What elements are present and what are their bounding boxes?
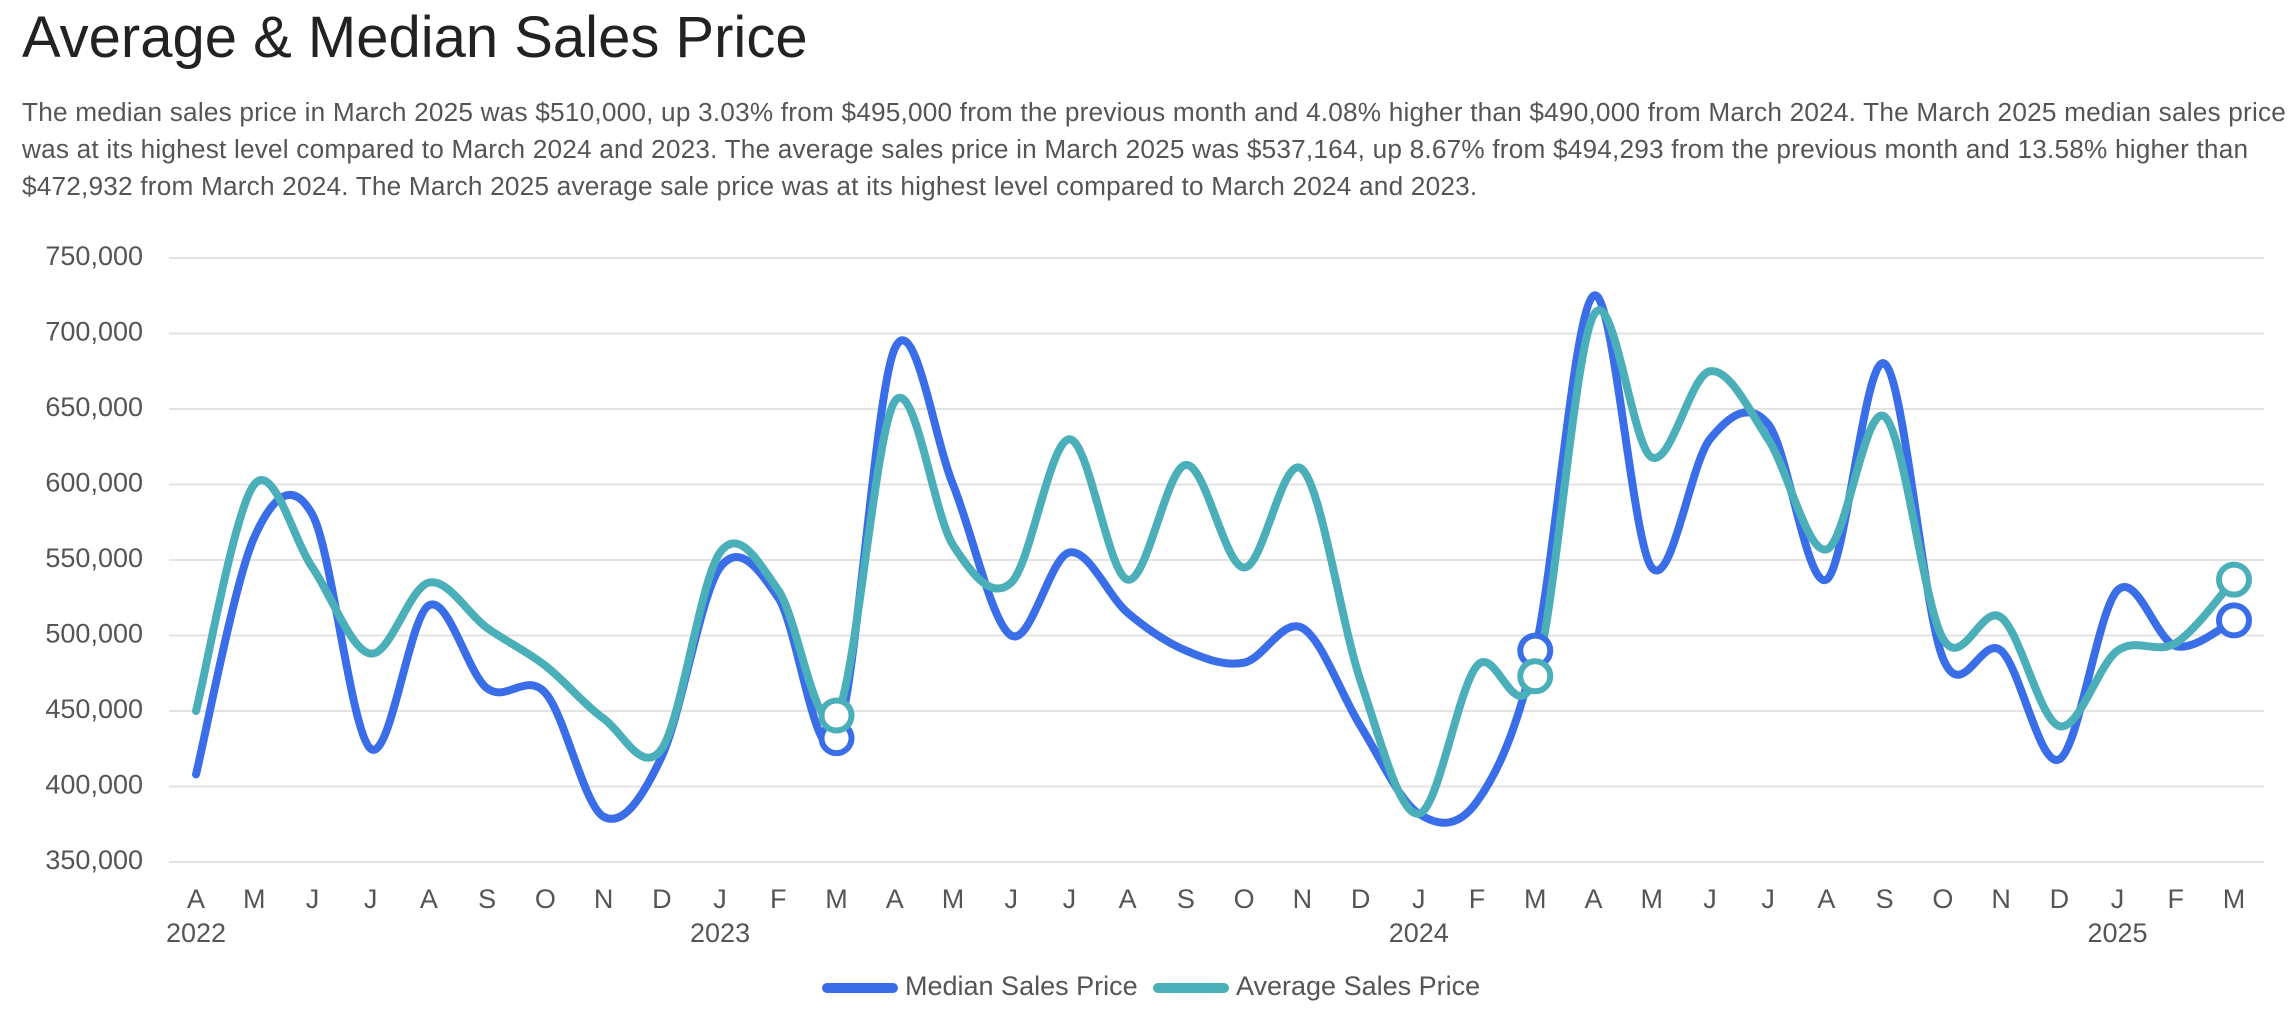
- x-tick-label: A: [1119, 884, 1137, 914]
- x-tick-label: S: [478, 884, 496, 914]
- x-tick-label: J: [306, 884, 320, 914]
- x-tick-label: D: [652, 884, 672, 914]
- x-tick-label: M: [942, 884, 965, 914]
- x-year-label: 2025: [2088, 918, 2148, 948]
- chart-subtitle: The median sales price in March 2025 was…: [22, 97, 2287, 201]
- x-tick-label: J: [2111, 884, 2125, 914]
- x-tick-label: M: [825, 884, 848, 914]
- y-tick-label: 500,000: [45, 619, 143, 649]
- chart-title: Average & Median Sales Price: [22, 5, 808, 70]
- x-tick-label: A: [187, 884, 205, 914]
- y-tick-label: 550,000: [45, 543, 143, 573]
- x-year-label: 2024: [1389, 918, 1449, 948]
- y-tick-label: 400,000: [45, 770, 143, 800]
- x-tick-label: S: [1177, 884, 1195, 914]
- highlight-marker: [1517, 658, 1554, 695]
- x-tick-label: M: [243, 884, 266, 914]
- highlight-marker: [2216, 602, 2252, 639]
- y-tick-label: 600,000: [45, 468, 143, 498]
- x-tick-label: A: [1817, 884, 1835, 914]
- x-tick-label: N: [1991, 884, 2011, 914]
- x-tick-label: J: [1761, 884, 1775, 914]
- y-tick-label: 700,000: [45, 317, 143, 347]
- series-line: [192, 306, 2238, 818]
- x-tick-label: A: [1584, 884, 1602, 914]
- x-tick-label: J: [1063, 884, 1077, 914]
- y-tick-label: 650,000: [45, 392, 143, 422]
- x-tick-label: O: [1234, 884, 1255, 914]
- x-tick-label: J: [1703, 884, 1717, 914]
- highlight-marker: [818, 697, 855, 734]
- x-year-label: 2022: [166, 918, 226, 948]
- x-year-label: 2023: [690, 918, 750, 948]
- x-tick-label: F: [1469, 884, 1486, 914]
- x-tick-label: N: [1293, 884, 1313, 914]
- x-tick-label: F: [770, 884, 787, 914]
- legend-label: Median Sales Price: [905, 971, 1138, 1001]
- x-tick-label: J: [364, 884, 378, 914]
- y-tick-label: 450,000: [45, 694, 143, 724]
- x-tick-label: O: [535, 884, 556, 914]
- x-tick-label: S: [1876, 884, 1894, 914]
- x-tick-label: D: [2050, 884, 2070, 914]
- x-tick-label: J: [713, 884, 727, 914]
- x-tick-label: F: [2168, 884, 2185, 914]
- x-tick-label: A: [886, 884, 904, 914]
- x-tick-label: J: [1412, 884, 1426, 914]
- x-tick-label: A: [420, 884, 438, 914]
- x-tick-label: D: [1351, 884, 1371, 914]
- x-tick-label: M: [1640, 884, 1663, 914]
- x-tick-label: O: [1932, 884, 1953, 914]
- x-tick-label: N: [594, 884, 614, 914]
- x-tick-label: M: [1524, 884, 1547, 914]
- legend-label: Average Sales Price: [1236, 971, 1480, 1001]
- series-line: [192, 291, 2238, 827]
- y-tick-label: 750,000: [45, 241, 143, 271]
- highlight-marker: [2216, 561, 2252, 598]
- y-tick-label: 350,000: [45, 845, 143, 875]
- x-tick-label: J: [1004, 884, 1018, 914]
- x-tick-label: M: [2223, 884, 2246, 914]
